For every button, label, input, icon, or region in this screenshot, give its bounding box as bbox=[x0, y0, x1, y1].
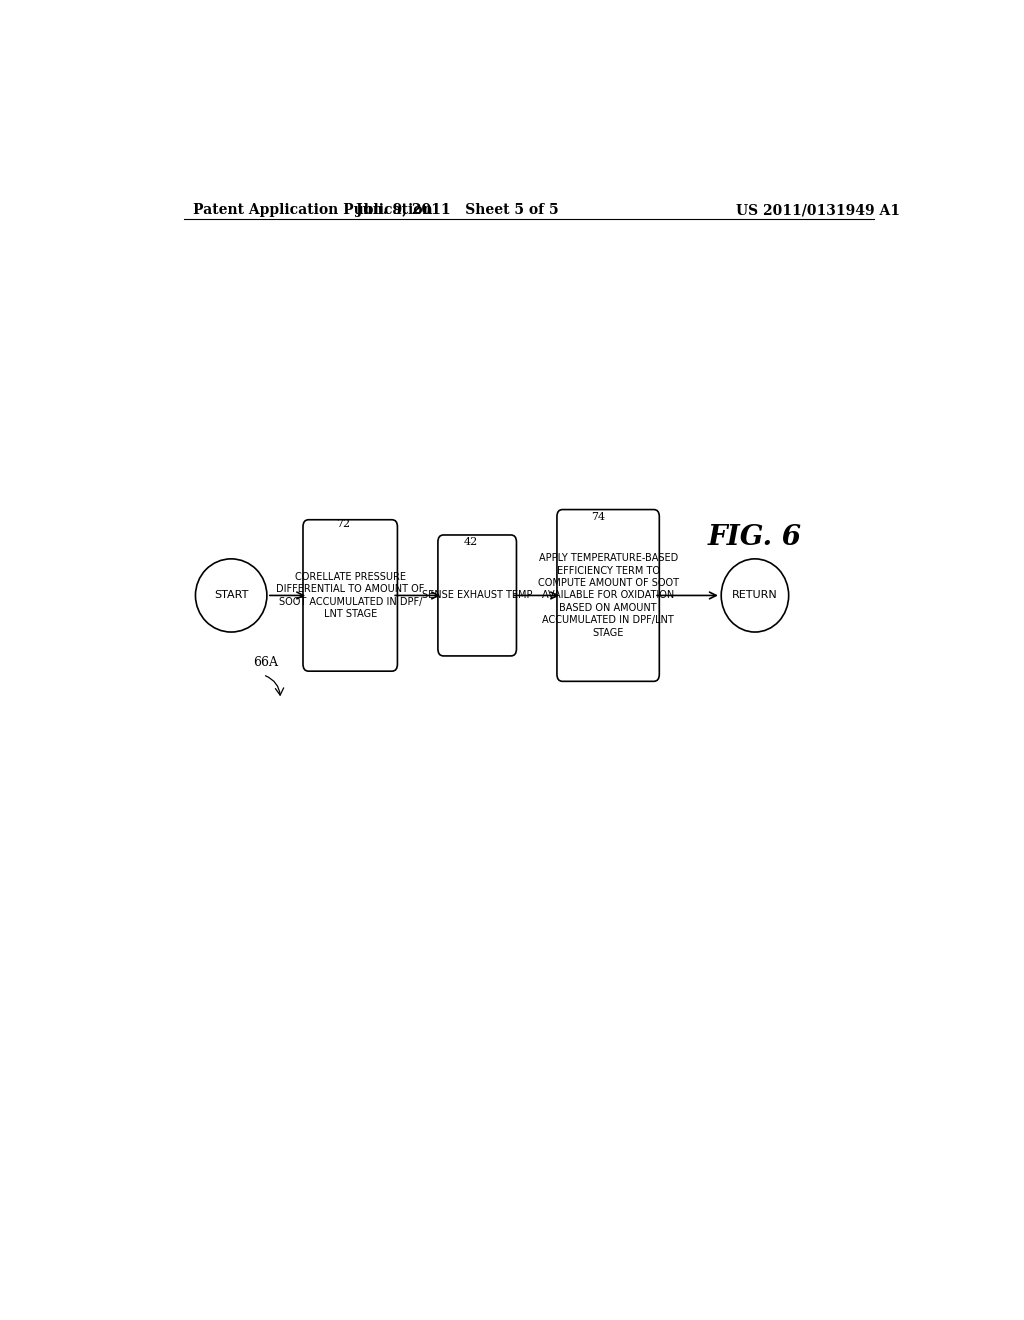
Text: 74: 74 bbox=[591, 512, 605, 523]
Text: Patent Application Publication: Patent Application Publication bbox=[194, 203, 433, 216]
Text: US 2011/0131949 A1: US 2011/0131949 A1 bbox=[736, 203, 900, 216]
Ellipse shape bbox=[721, 558, 788, 632]
Text: CORELLATE PRESSURE
DIFFERENTIAL TO AMOUNT OF
SOOT ACCUMULATED IN DPF/
LNT STAGE: CORELLATE PRESSURE DIFFERENTIAL TO AMOUN… bbox=[276, 572, 424, 619]
Text: 72: 72 bbox=[336, 519, 350, 529]
Text: 42: 42 bbox=[464, 536, 478, 546]
Text: SENSE EXHAUST TEMP: SENSE EXHAUST TEMP bbox=[422, 590, 532, 601]
Text: FIG. 6: FIG. 6 bbox=[708, 524, 802, 552]
Text: APPLY TEMPERATURE-BASED
EFFICIENCY TERM TO
COMPUTE AMOUNT OF SOOT
AVAILABLE FOR : APPLY TEMPERATURE-BASED EFFICIENCY TERM … bbox=[538, 553, 679, 638]
Text: RETURN: RETURN bbox=[732, 590, 778, 601]
FancyArrowPatch shape bbox=[265, 676, 284, 696]
Text: Jun. 9, 2011   Sheet 5 of 5: Jun. 9, 2011 Sheet 5 of 5 bbox=[356, 203, 559, 216]
Text: 66A: 66A bbox=[253, 656, 279, 669]
FancyBboxPatch shape bbox=[557, 510, 659, 681]
Ellipse shape bbox=[196, 558, 267, 632]
FancyBboxPatch shape bbox=[303, 520, 397, 671]
Text: START: START bbox=[214, 590, 249, 601]
FancyBboxPatch shape bbox=[438, 535, 516, 656]
